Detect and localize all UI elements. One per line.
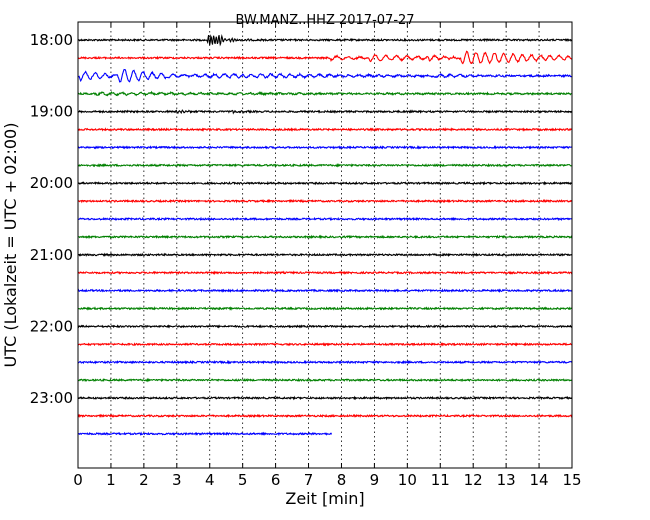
- trace-line: [77, 198, 573, 204]
- seismic-traces: [77, 34, 573, 437]
- x-axis-label: Zeit [min]: [285, 489, 364, 508]
- y-tick-label: 20:00: [30, 174, 73, 192]
- x-tick-label: 2: [139, 471, 149, 489]
- trace-line: [77, 288, 573, 294]
- x-tick-label: 7: [304, 471, 314, 489]
- y-tick-label: 21:00: [30, 246, 73, 264]
- x-tick-label: 6: [271, 471, 281, 489]
- trace-line: [77, 324, 573, 329]
- x-tick-label: 9: [370, 471, 380, 489]
- trace-line: [77, 306, 573, 311]
- y-tick-label: 18:00: [30, 31, 73, 49]
- trace-line: [77, 109, 573, 115]
- chart-title: BW.MANZ..HHZ 2017-07-27: [235, 13, 414, 28]
- trace-line: [77, 145, 573, 150]
- x-tick-label: 1: [106, 471, 116, 489]
- trace-line: [77, 270, 573, 276]
- y-tick-label: 19:00: [30, 103, 73, 121]
- x-tick-label: 13: [497, 471, 516, 489]
- trace-line: [77, 234, 573, 240]
- x-tick-label: 12: [464, 471, 483, 489]
- plot-frame: [77, 21, 573, 469]
- x-tick-label: 3: [172, 471, 182, 489]
- trace-line: [77, 359, 573, 365]
- trace-line: [77, 68, 573, 83]
- trace-line: [77, 342, 573, 347]
- trace-line: [77, 180, 573, 186]
- x-tick-label: 8: [337, 471, 347, 489]
- x-tick-label: 4: [205, 471, 215, 489]
- trace-line: [77, 431, 333, 437]
- trace-line: [77, 34, 573, 47]
- trace-line: [77, 395, 573, 401]
- trace-line: [77, 162, 573, 168]
- y-axis-label: UTC (Lokalzeit = UTC + 02:00): [1, 123, 20, 368]
- x-tick-label: 0: [73, 471, 83, 489]
- x-tick-label: 5: [238, 471, 248, 489]
- y-tick-label: 22:00: [30, 317, 73, 335]
- y-tick-label: 23:00: [30, 389, 73, 407]
- x-tick-label: 15: [562, 471, 581, 489]
- trace-line: [77, 252, 573, 258]
- x-tick-label: 10: [398, 471, 417, 489]
- x-tick-label: 11: [431, 471, 450, 489]
- trace-line: [77, 216, 573, 222]
- trace-line: [77, 127, 573, 132]
- trace-line: [77, 377, 573, 383]
- trace-line: [77, 90, 573, 97]
- trace-line: [77, 413, 573, 419]
- trace-line: [77, 50, 573, 65]
- x-tick-label: 14: [530, 471, 549, 489]
- grid-lines: [110, 22, 540, 468]
- axis-ticks: 0 1 2 3 4 5 6 7 8 9 10 11 12 13 14 1518:0019:0020:0021:…: [30, 22, 582, 489]
